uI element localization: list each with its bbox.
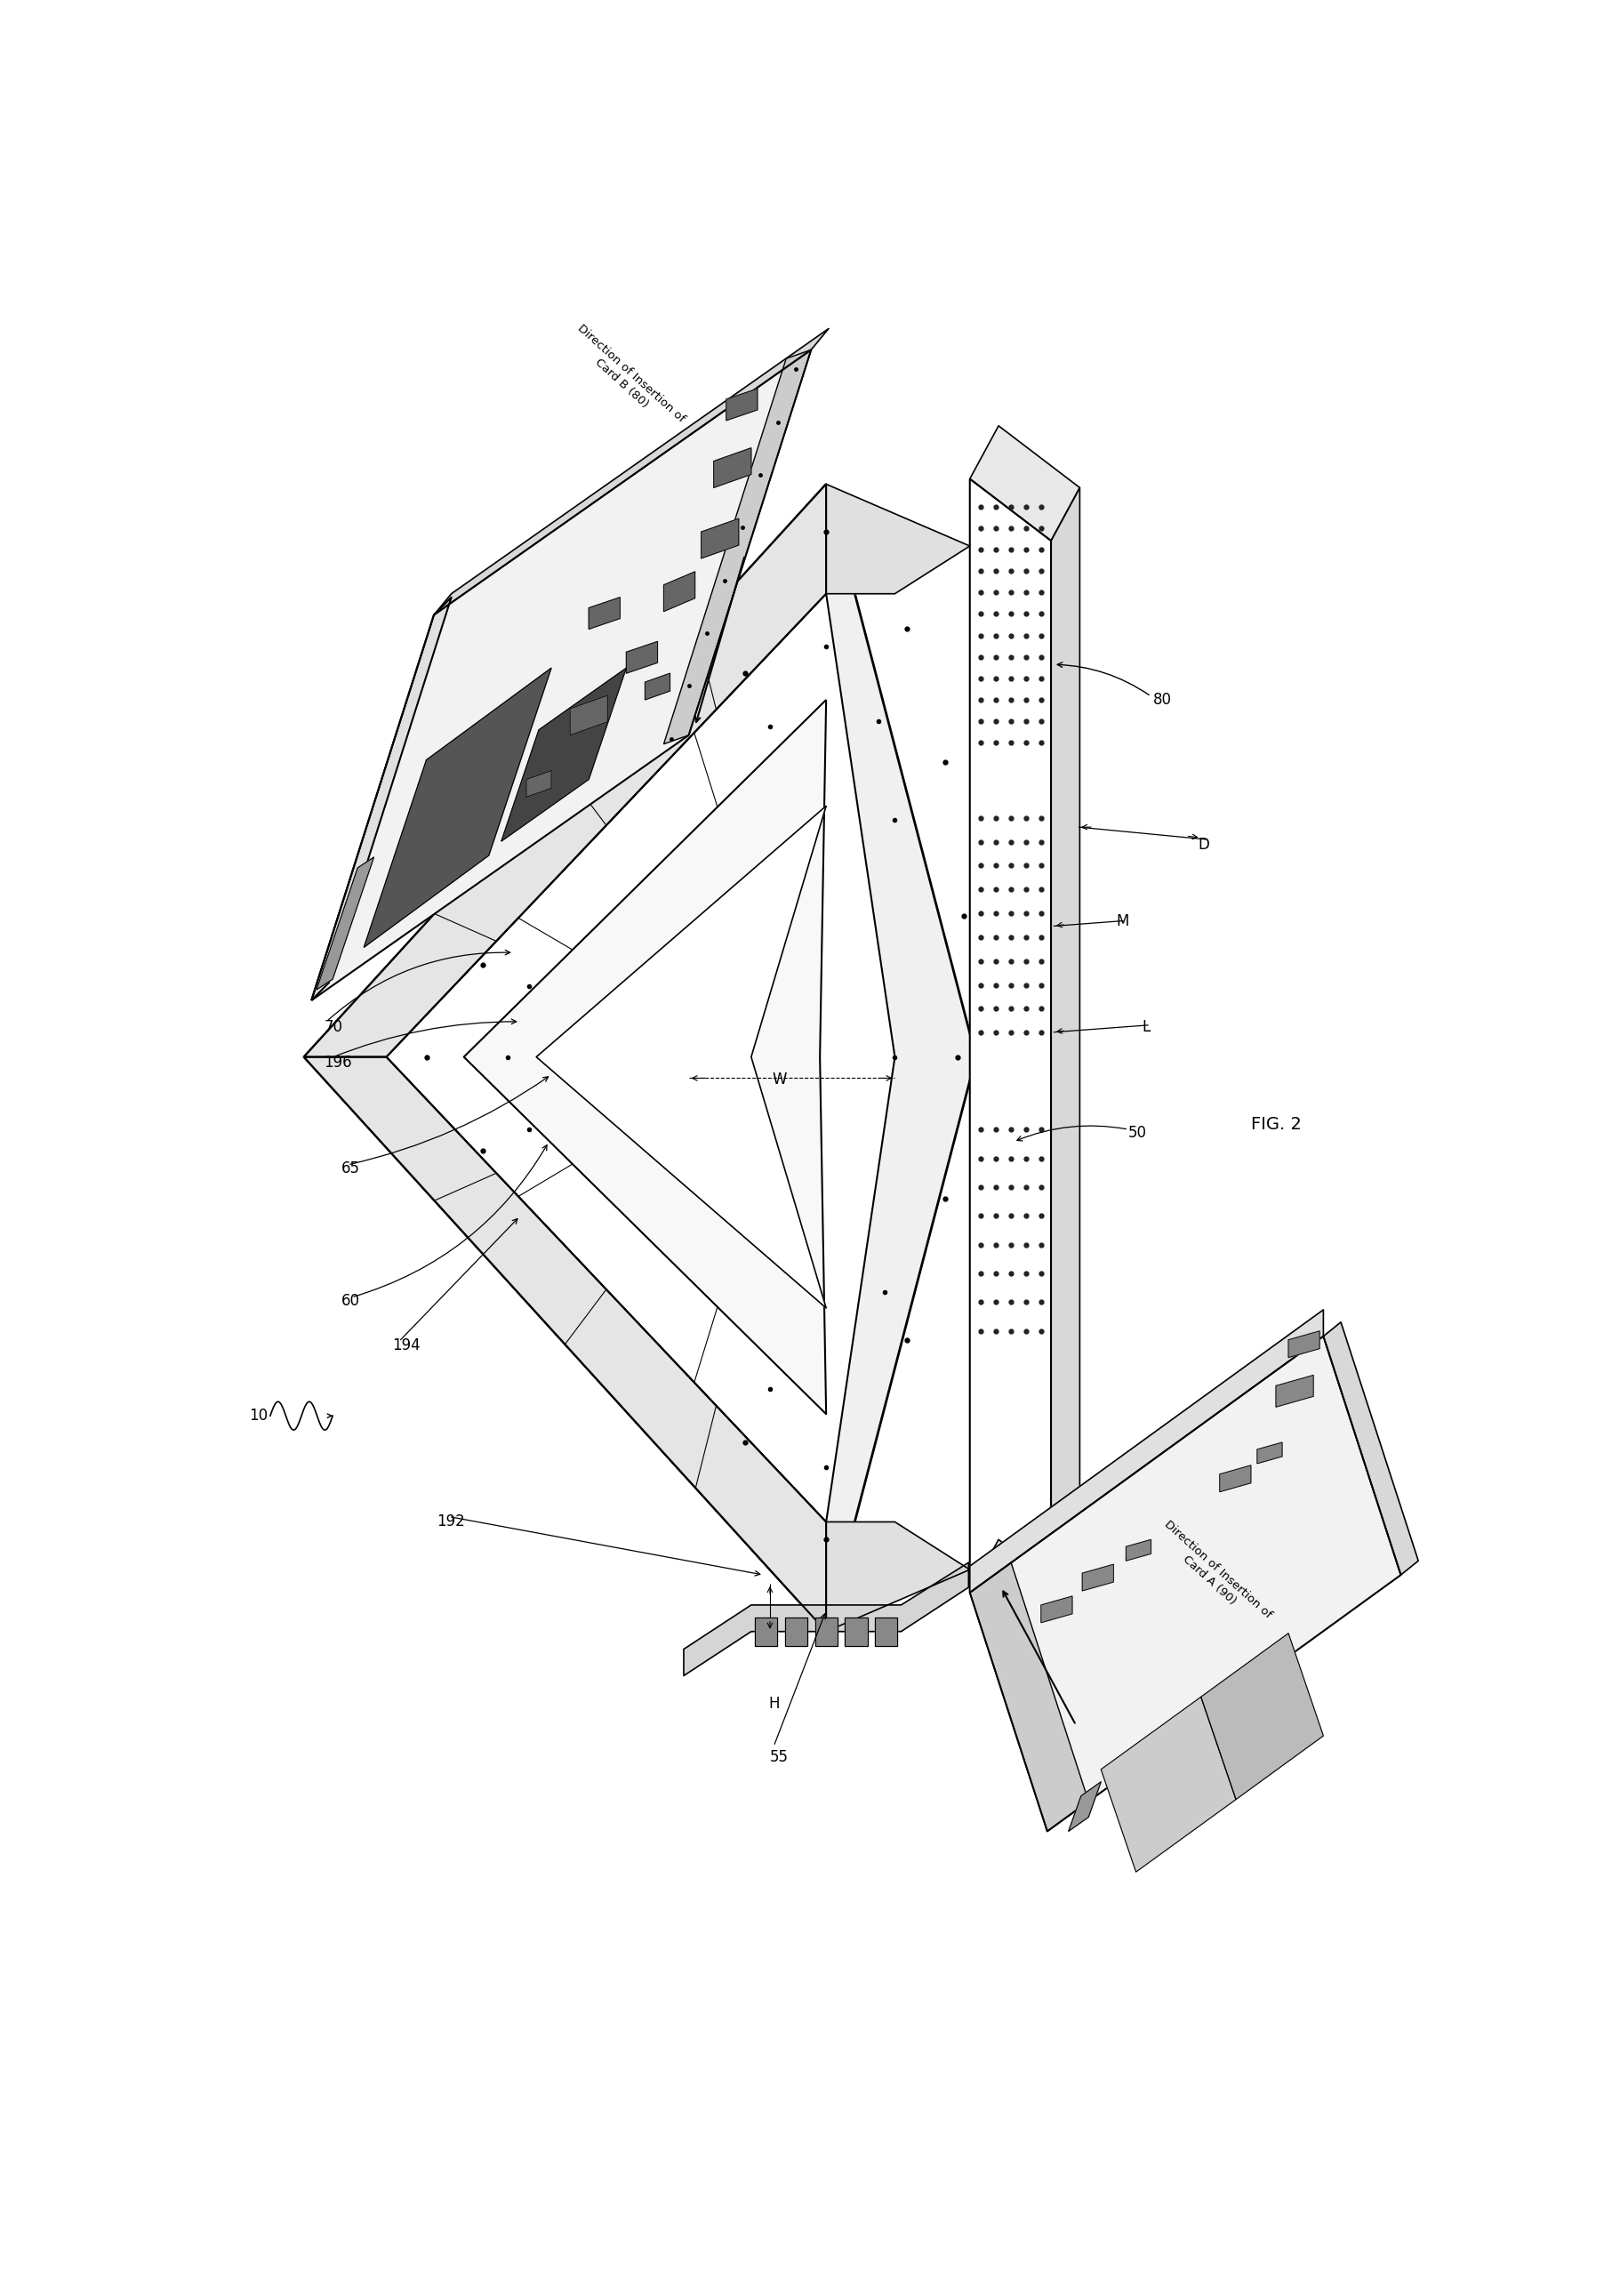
Polygon shape [970, 1309, 1323, 1593]
Polygon shape [364, 668, 551, 948]
Polygon shape [501, 668, 625, 840]
Text: Direction of Insertion of
Card B (80): Direction of Insertion of Card B (80) [566, 321, 687, 434]
Text: 80: 80 [1154, 691, 1172, 707]
Polygon shape [845, 1616, 867, 1646]
Text: W: W [772, 1072, 787, 1088]
Polygon shape [664, 349, 811, 744]
Text: 10: 10 [248, 1407, 268, 1424]
Polygon shape [527, 771, 551, 797]
Polygon shape [311, 597, 451, 1001]
Text: 192: 192 [437, 1513, 464, 1529]
Polygon shape [970, 480, 1051, 1655]
Polygon shape [816, 1616, 837, 1646]
Polygon shape [537, 806, 827, 1309]
Polygon shape [1288, 1332, 1320, 1357]
Polygon shape [434, 328, 829, 615]
Text: 60: 60 [342, 1293, 359, 1309]
Polygon shape [754, 1616, 777, 1646]
Polygon shape [664, 572, 695, 611]
Polygon shape [1277, 1375, 1314, 1407]
Polygon shape [1323, 1322, 1419, 1575]
Polygon shape [316, 856, 374, 990]
Polygon shape [645, 673, 671, 700]
Polygon shape [571, 696, 608, 735]
Polygon shape [1201, 1632, 1323, 1800]
Polygon shape [683, 1564, 969, 1676]
Polygon shape [311, 349, 811, 1001]
Polygon shape [970, 1541, 1080, 1655]
Polygon shape [827, 1522, 970, 1632]
Text: L: L [1141, 1019, 1149, 1035]
Polygon shape [588, 597, 621, 629]
Polygon shape [1125, 1541, 1151, 1561]
Polygon shape [701, 519, 738, 558]
Text: 194: 194 [393, 1336, 421, 1352]
Polygon shape [305, 1056, 827, 1632]
Text: D: D [1198, 836, 1209, 852]
Text: Direction of Insertion of
Card A (90): Direction of Insertion of Card A (90) [1153, 1520, 1273, 1630]
Polygon shape [1101, 1697, 1236, 1871]
Polygon shape [1051, 487, 1080, 1655]
Text: H: H [769, 1697, 779, 1713]
Polygon shape [785, 1616, 808, 1646]
Polygon shape [714, 448, 751, 487]
Text: 196: 196 [324, 1054, 351, 1070]
Text: FIG. 2: FIG. 2 [1251, 1116, 1301, 1132]
Polygon shape [1257, 1442, 1282, 1463]
Polygon shape [305, 484, 827, 1056]
Polygon shape [1082, 1564, 1114, 1591]
Polygon shape [875, 1616, 898, 1646]
Polygon shape [1220, 1465, 1251, 1492]
Text: 65: 65 [342, 1159, 359, 1176]
Text: 70: 70 [324, 1019, 343, 1035]
Polygon shape [970, 425, 1080, 542]
Text: 50: 50 [1128, 1125, 1148, 1141]
Polygon shape [827, 484, 970, 595]
Polygon shape [725, 388, 758, 420]
Polygon shape [970, 1336, 1401, 1832]
Polygon shape [305, 484, 977, 1632]
Polygon shape [387, 595, 895, 1522]
Polygon shape [464, 700, 827, 1414]
Polygon shape [625, 641, 658, 673]
Polygon shape [1069, 1782, 1101, 1832]
Polygon shape [970, 1564, 1088, 1832]
Text: 55: 55 [771, 1750, 788, 1766]
Text: M: M [1116, 914, 1128, 930]
Polygon shape [1041, 1596, 1072, 1623]
